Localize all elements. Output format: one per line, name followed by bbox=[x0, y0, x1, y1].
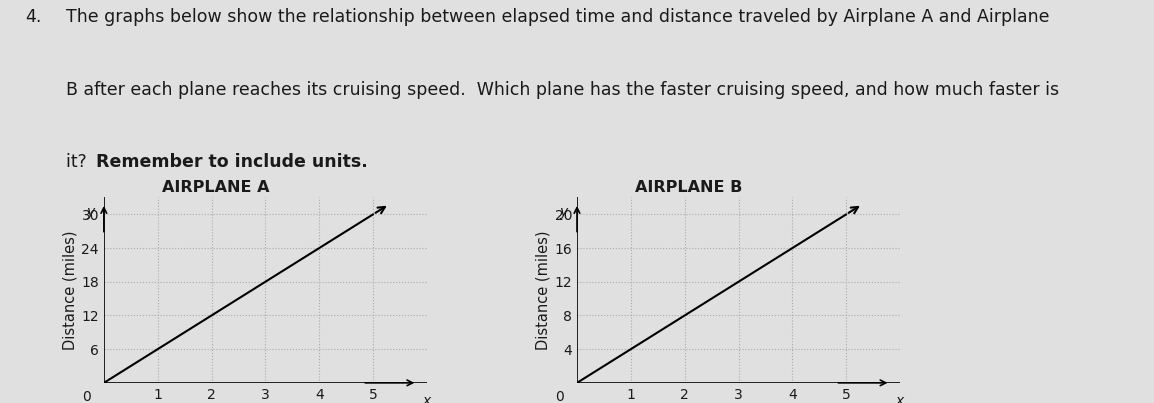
Y-axis label: Distance (miles): Distance (miles) bbox=[535, 231, 550, 350]
Text: y: y bbox=[559, 205, 568, 219]
Text: 0: 0 bbox=[82, 390, 90, 403]
Text: x: x bbox=[896, 394, 904, 403]
Text: x: x bbox=[422, 394, 430, 403]
Y-axis label: Distance (miles): Distance (miles) bbox=[62, 231, 77, 350]
Text: y: y bbox=[85, 205, 95, 219]
Text: AIRPLANE A: AIRPLANE A bbox=[162, 180, 270, 195]
Text: it?: it? bbox=[66, 153, 98, 171]
Text: 4.: 4. bbox=[25, 8, 42, 26]
Text: 0: 0 bbox=[555, 390, 563, 403]
Text: B after each plane reaches its cruising speed.  Which plane has the faster cruis: B after each plane reaches its cruising … bbox=[66, 81, 1059, 99]
Text: The graphs below show the relationship between elapsed time and distance travele: The graphs below show the relationship b… bbox=[66, 8, 1049, 26]
Text: Remember to include units.: Remember to include units. bbox=[96, 153, 367, 171]
Text: AIRPLANE B: AIRPLANE B bbox=[635, 180, 742, 195]
